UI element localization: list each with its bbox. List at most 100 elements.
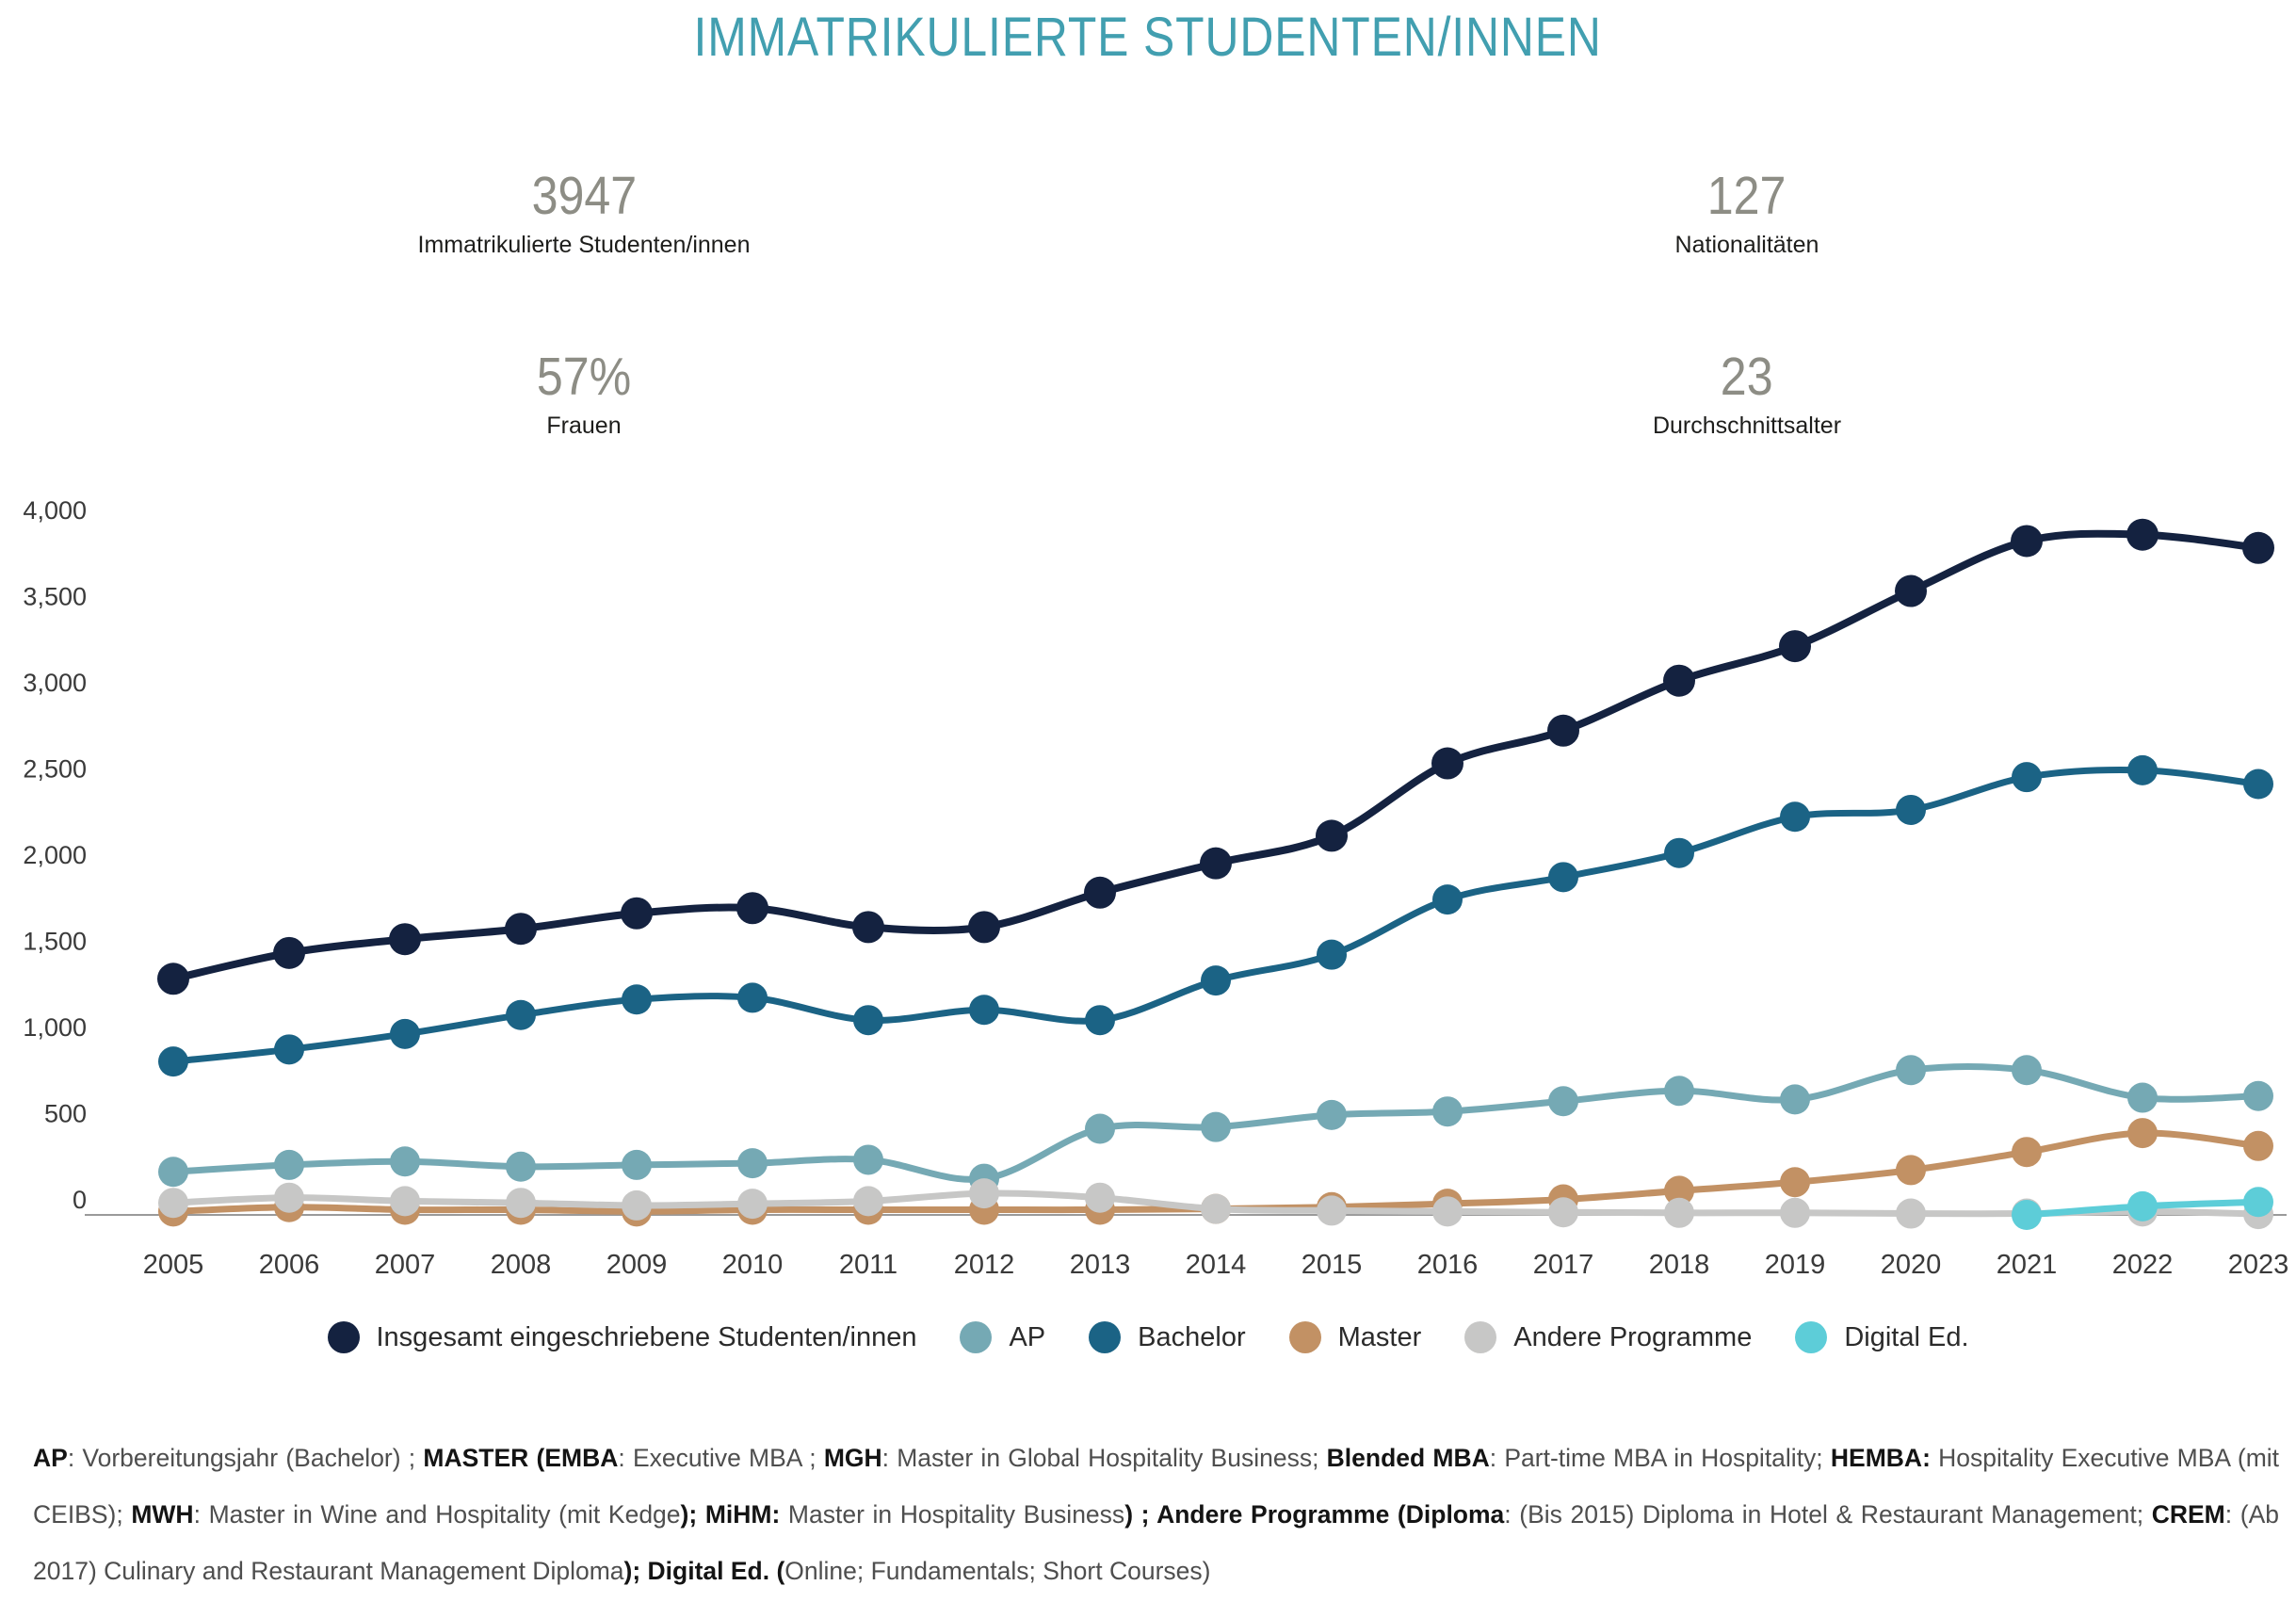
data-point-insgesamt-eingeschriebene-studenten-innen[interactable]: [389, 923, 421, 956]
data-point-insgesamt-eingeschriebene-studenten-innen[interactable]: [1895, 574, 1927, 607]
data-point-bachelor[interactable]: [1432, 884, 1463, 915]
data-point-andere-programme[interactable]: [1548, 1197, 1578, 1228]
legend-dot-bachelor: [1089, 1321, 1122, 1353]
data-point-insgesamt-eingeschriebene-studenten-innen[interactable]: [852, 911, 884, 944]
data-point-insgesamt-eingeschriebene-studenten-innen[interactable]: [2242, 531, 2274, 564]
data-point-ap[interactable]: [853, 1144, 883, 1175]
footnote-segment: : Executive MBA ;: [618, 1444, 824, 1472]
data-point-bachelor[interactable]: [1896, 794, 1926, 825]
data-point-insgesamt-eingeschriebene-studenten-innen[interactable]: [1547, 714, 1579, 747]
data-point-bachelor[interactable]: [2012, 762, 2042, 793]
data-point-bachelor[interactable]: [1664, 837, 1694, 868]
data-point-bachelor[interactable]: [390, 1018, 420, 1049]
legend-label-digital-ed: Digital Ed.: [1844, 1321, 1969, 1352]
data-point-bachelor[interactable]: [1201, 965, 1231, 996]
data-point-master[interactable]: [2243, 1130, 2273, 1161]
data-point-insgesamt-eingeschriebene-studenten-innen[interactable]: [505, 913, 537, 946]
data-point-ap[interactable]: [390, 1146, 420, 1177]
data-point-insgesamt-eingeschriebene-studenten-innen[interactable]: [736, 892, 768, 925]
data-point-insgesamt-eingeschriebene-studenten-innen[interactable]: [273, 936, 305, 969]
data-point-ap[interactable]: [1896, 1055, 1926, 1086]
data-point-insgesamt-eingeschriebene-studenten-innen[interactable]: [968, 911, 1000, 944]
legend-label-ap: AP: [1009, 1321, 1046, 1352]
data-point-master[interactable]: [2012, 1137, 2042, 1168]
data-point-insgesamt-eingeschriebene-studenten-innen[interactable]: [1663, 664, 1695, 697]
data-point-ap[interactable]: [506, 1151, 536, 1182]
data-point-insgesamt-eingeschriebene-studenten-innen[interactable]: [2011, 525, 2043, 558]
data-point-bachelor[interactable]: [1548, 862, 1578, 893]
data-point-insgesamt-eingeschriebene-studenten-innen[interactable]: [1084, 876, 1116, 909]
data-point-bachelor[interactable]: [969, 995, 999, 1026]
legend-item-bachelor[interactable]: Bachelor: [1089, 1321, 1246, 1353]
data-point-bachelor[interactable]: [506, 999, 536, 1030]
data-point-andere-programme[interactable]: [158, 1188, 188, 1219]
data-point-ap[interactable]: [1432, 1096, 1463, 1127]
data-point-andere-programme[interactable]: [622, 1189, 652, 1221]
x-axis-label: 2006: [259, 1250, 320, 1280]
stat-average-age-value: 23: [1721, 347, 1773, 407]
data-point-insgesamt-eingeschriebene-studenten-innen[interactable]: [1200, 847, 1232, 880]
x-axis-label: 2020: [1881, 1250, 1942, 1280]
data-point-ap[interactable]: [2127, 1082, 2158, 1113]
data-point-andere-programme[interactable]: [1780, 1197, 1810, 1228]
data-point-insgesamt-eingeschriebene-studenten-innen[interactable]: [621, 897, 653, 930]
data-point-ap[interactable]: [737, 1148, 768, 1179]
data-point-bachelor[interactable]: [2243, 769, 2273, 800]
data-point-insgesamt-eingeschriebene-studenten-innen[interactable]: [2126, 518, 2159, 551]
data-point-ap[interactable]: [2012, 1055, 2042, 1086]
data-point-ap[interactable]: [1548, 1086, 1578, 1117]
stat-average-age-label: Durchschnittsalter: [1652, 413, 1842, 439]
data-point-digital-ed[interactable]: [2127, 1190, 2158, 1222]
data-point-bachelor[interactable]: [622, 984, 652, 1015]
data-point-ap[interactable]: [1085, 1113, 1115, 1144]
data-point-andere-programme[interactable]: [506, 1188, 536, 1219]
data-point-insgesamt-eingeschriebene-studenten-innen[interactable]: [157, 963, 189, 995]
data-point-master[interactable]: [2127, 1118, 2158, 1149]
data-point-ap[interactable]: [1664, 1076, 1694, 1107]
data-point-andere-programme[interactable]: [737, 1189, 768, 1220]
data-point-ap[interactable]: [2243, 1080, 2273, 1111]
data-point-andere-programme[interactable]: [1896, 1198, 1926, 1229]
data-point-andere-programme[interactable]: [390, 1186, 420, 1217]
data-point-bachelor[interactable]: [1085, 1005, 1115, 1036]
legend-item-insgesamt-eingeschriebene-studenten-innen[interactable]: Insgesamt eingeschriebene Studenten/inne…: [327, 1321, 916, 1353]
data-point-ap[interactable]: [1780, 1084, 1810, 1115]
data-point-bachelor[interactable]: [853, 1005, 883, 1036]
data-point-ap[interactable]: [158, 1157, 188, 1188]
footnote-segment: : Master in Wine and Hospitality (mit Ke…: [193, 1500, 681, 1529]
data-point-master[interactable]: [1664, 1175, 1694, 1206]
data-point-bachelor[interactable]: [737, 982, 768, 1013]
data-point-andere-programme[interactable]: [1432, 1196, 1463, 1227]
legend-dot-andere-programme: [1464, 1321, 1497, 1353]
data-point-andere-programme[interactable]: [1317, 1195, 1347, 1226]
data-point-andere-programme[interactable]: [1664, 1197, 1694, 1228]
data-point-master[interactable]: [1780, 1167, 1810, 1198]
x-axis-label: 2023: [2228, 1250, 2289, 1280]
data-point-bachelor[interactable]: [158, 1046, 188, 1077]
legend-item-andere-programme[interactable]: Andere Programme: [1464, 1321, 1752, 1353]
data-point-andere-programme[interactable]: [1085, 1182, 1115, 1213]
data-point-digital-ed[interactable]: [2243, 1187, 2273, 1218]
data-point-bachelor[interactable]: [2127, 754, 2158, 785]
data-point-andere-programme[interactable]: [853, 1186, 883, 1217]
data-point-andere-programme[interactable]: [1201, 1193, 1231, 1224]
data-point-ap[interactable]: [1317, 1099, 1347, 1130]
data-point-ap[interactable]: [622, 1149, 652, 1180]
legend-item-digital-ed[interactable]: Digital Ed.: [1795, 1321, 1969, 1353]
data-point-insgesamt-eingeschriebene-studenten-innen[interactable]: [1316, 819, 1348, 852]
data-point-ap[interactable]: [1201, 1111, 1231, 1142]
footnote-segment: Online; Fundamentals; Short Courses): [784, 1557, 1211, 1585]
legend-item-master[interactable]: Master: [1288, 1321, 1421, 1353]
x-axis-label: 2018: [1649, 1250, 1710, 1280]
data-point-ap[interactable]: [274, 1149, 304, 1180]
data-point-bachelor[interactable]: [1317, 939, 1347, 970]
data-point-insgesamt-eingeschriebene-studenten-innen[interactable]: [1431, 747, 1463, 780]
data-point-insgesamt-eingeschriebene-studenten-innen[interactable]: [1779, 630, 1811, 663]
data-point-digital-ed[interactable]: [2012, 1200, 2042, 1230]
data-point-bachelor[interactable]: [1780, 801, 1810, 833]
legend-item-ap[interactable]: AP: [960, 1321, 1045, 1353]
data-point-master[interactable]: [1896, 1155, 1926, 1186]
data-point-bachelor[interactable]: [274, 1034, 304, 1065]
data-point-andere-programme[interactable]: [969, 1178, 999, 1209]
data-point-andere-programme[interactable]: [274, 1182, 304, 1213]
